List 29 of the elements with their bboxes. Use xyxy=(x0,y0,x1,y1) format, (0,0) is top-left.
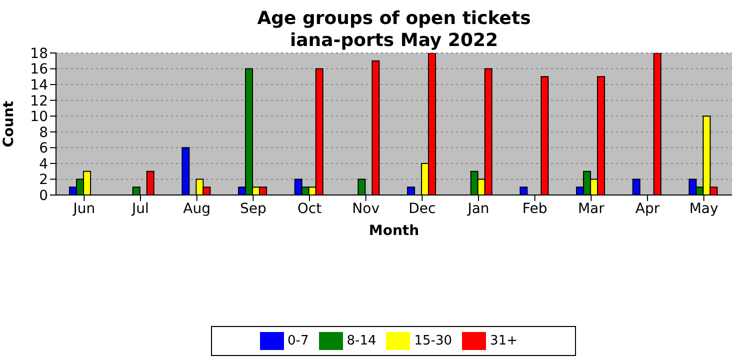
x-tick-label: Feb xyxy=(522,200,548,217)
y-tick-label: 6 xyxy=(39,140,48,157)
legend-label: 31+ xyxy=(490,334,518,349)
legend-label: 15-30 xyxy=(414,334,452,349)
y-axis-title: Count xyxy=(0,100,17,148)
x-tick-label: Mar xyxy=(578,200,605,217)
x-tick-label: Apr xyxy=(635,200,660,217)
x-tick-label: Oct xyxy=(297,200,322,217)
legend-label: 0-7 xyxy=(288,334,309,349)
x-tick-label: Aug xyxy=(183,200,211,217)
x-tick-label: Jul xyxy=(131,200,149,217)
x-tick-label: Sep xyxy=(240,200,266,217)
chart-title: Age groups of open tickets iana-ports May 2022 xyxy=(256,8,532,52)
y-tick-label: 8 xyxy=(39,124,48,141)
x-tick-label: Nov xyxy=(352,200,380,217)
x-tick-label: Jun xyxy=(72,200,96,217)
y-tick-label: 0 xyxy=(39,188,48,204)
legend-label: 8-14 xyxy=(346,334,376,349)
y-tick-label: 4 xyxy=(39,156,48,172)
y-tick-label: 10 xyxy=(30,109,48,126)
x-tick-label: May xyxy=(689,200,718,217)
y-tick-label: 16 xyxy=(30,62,48,78)
y-tick-label: 14 xyxy=(30,78,48,94)
y-tick-label: 2 xyxy=(39,172,48,188)
x-axis-title: Month xyxy=(368,223,420,239)
y-tick-label: 18 xyxy=(30,46,48,62)
x-tick-label: Dec xyxy=(408,200,436,217)
y-tick-label: 12 xyxy=(30,93,48,110)
x-tick-label: Jan xyxy=(466,200,490,217)
